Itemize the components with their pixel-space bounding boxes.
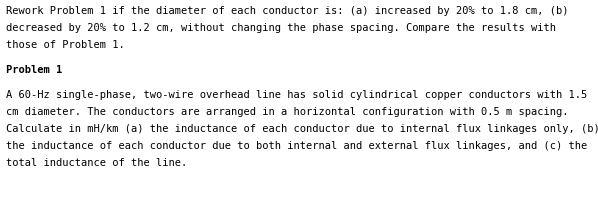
Text: total inductance of the line.: total inductance of the line. [6, 158, 187, 168]
Text: decreased by 20% to 1.2 cm, without changing the phase spacing. Compare the resu: decreased by 20% to 1.2 cm, without chan… [6, 23, 556, 33]
Text: those of Problem 1.: those of Problem 1. [6, 40, 125, 50]
Text: the inductance of each conductor due to both internal and external flux linkages: the inductance of each conductor due to … [6, 141, 587, 151]
Text: Problem 1: Problem 1 [6, 65, 62, 75]
Text: cm diameter. The conductors are arranged in a horizontal configuration with 0.5 : cm diameter. The conductors are arranged… [6, 107, 569, 117]
Text: Calculate in mH/km (a) the inductance of each conductor due to internal flux lin: Calculate in mH/km (a) the inductance of… [6, 124, 598, 134]
Text: A 60-Hz single-phase, two-wire overhead line has solid cylindrical copper conduc: A 60-Hz single-phase, two-wire overhead … [6, 90, 587, 100]
Text: Rework Problem 1 if the diameter of each conductor is: (a) increased by 20% to 1: Rework Problem 1 if the diameter of each… [6, 6, 569, 16]
